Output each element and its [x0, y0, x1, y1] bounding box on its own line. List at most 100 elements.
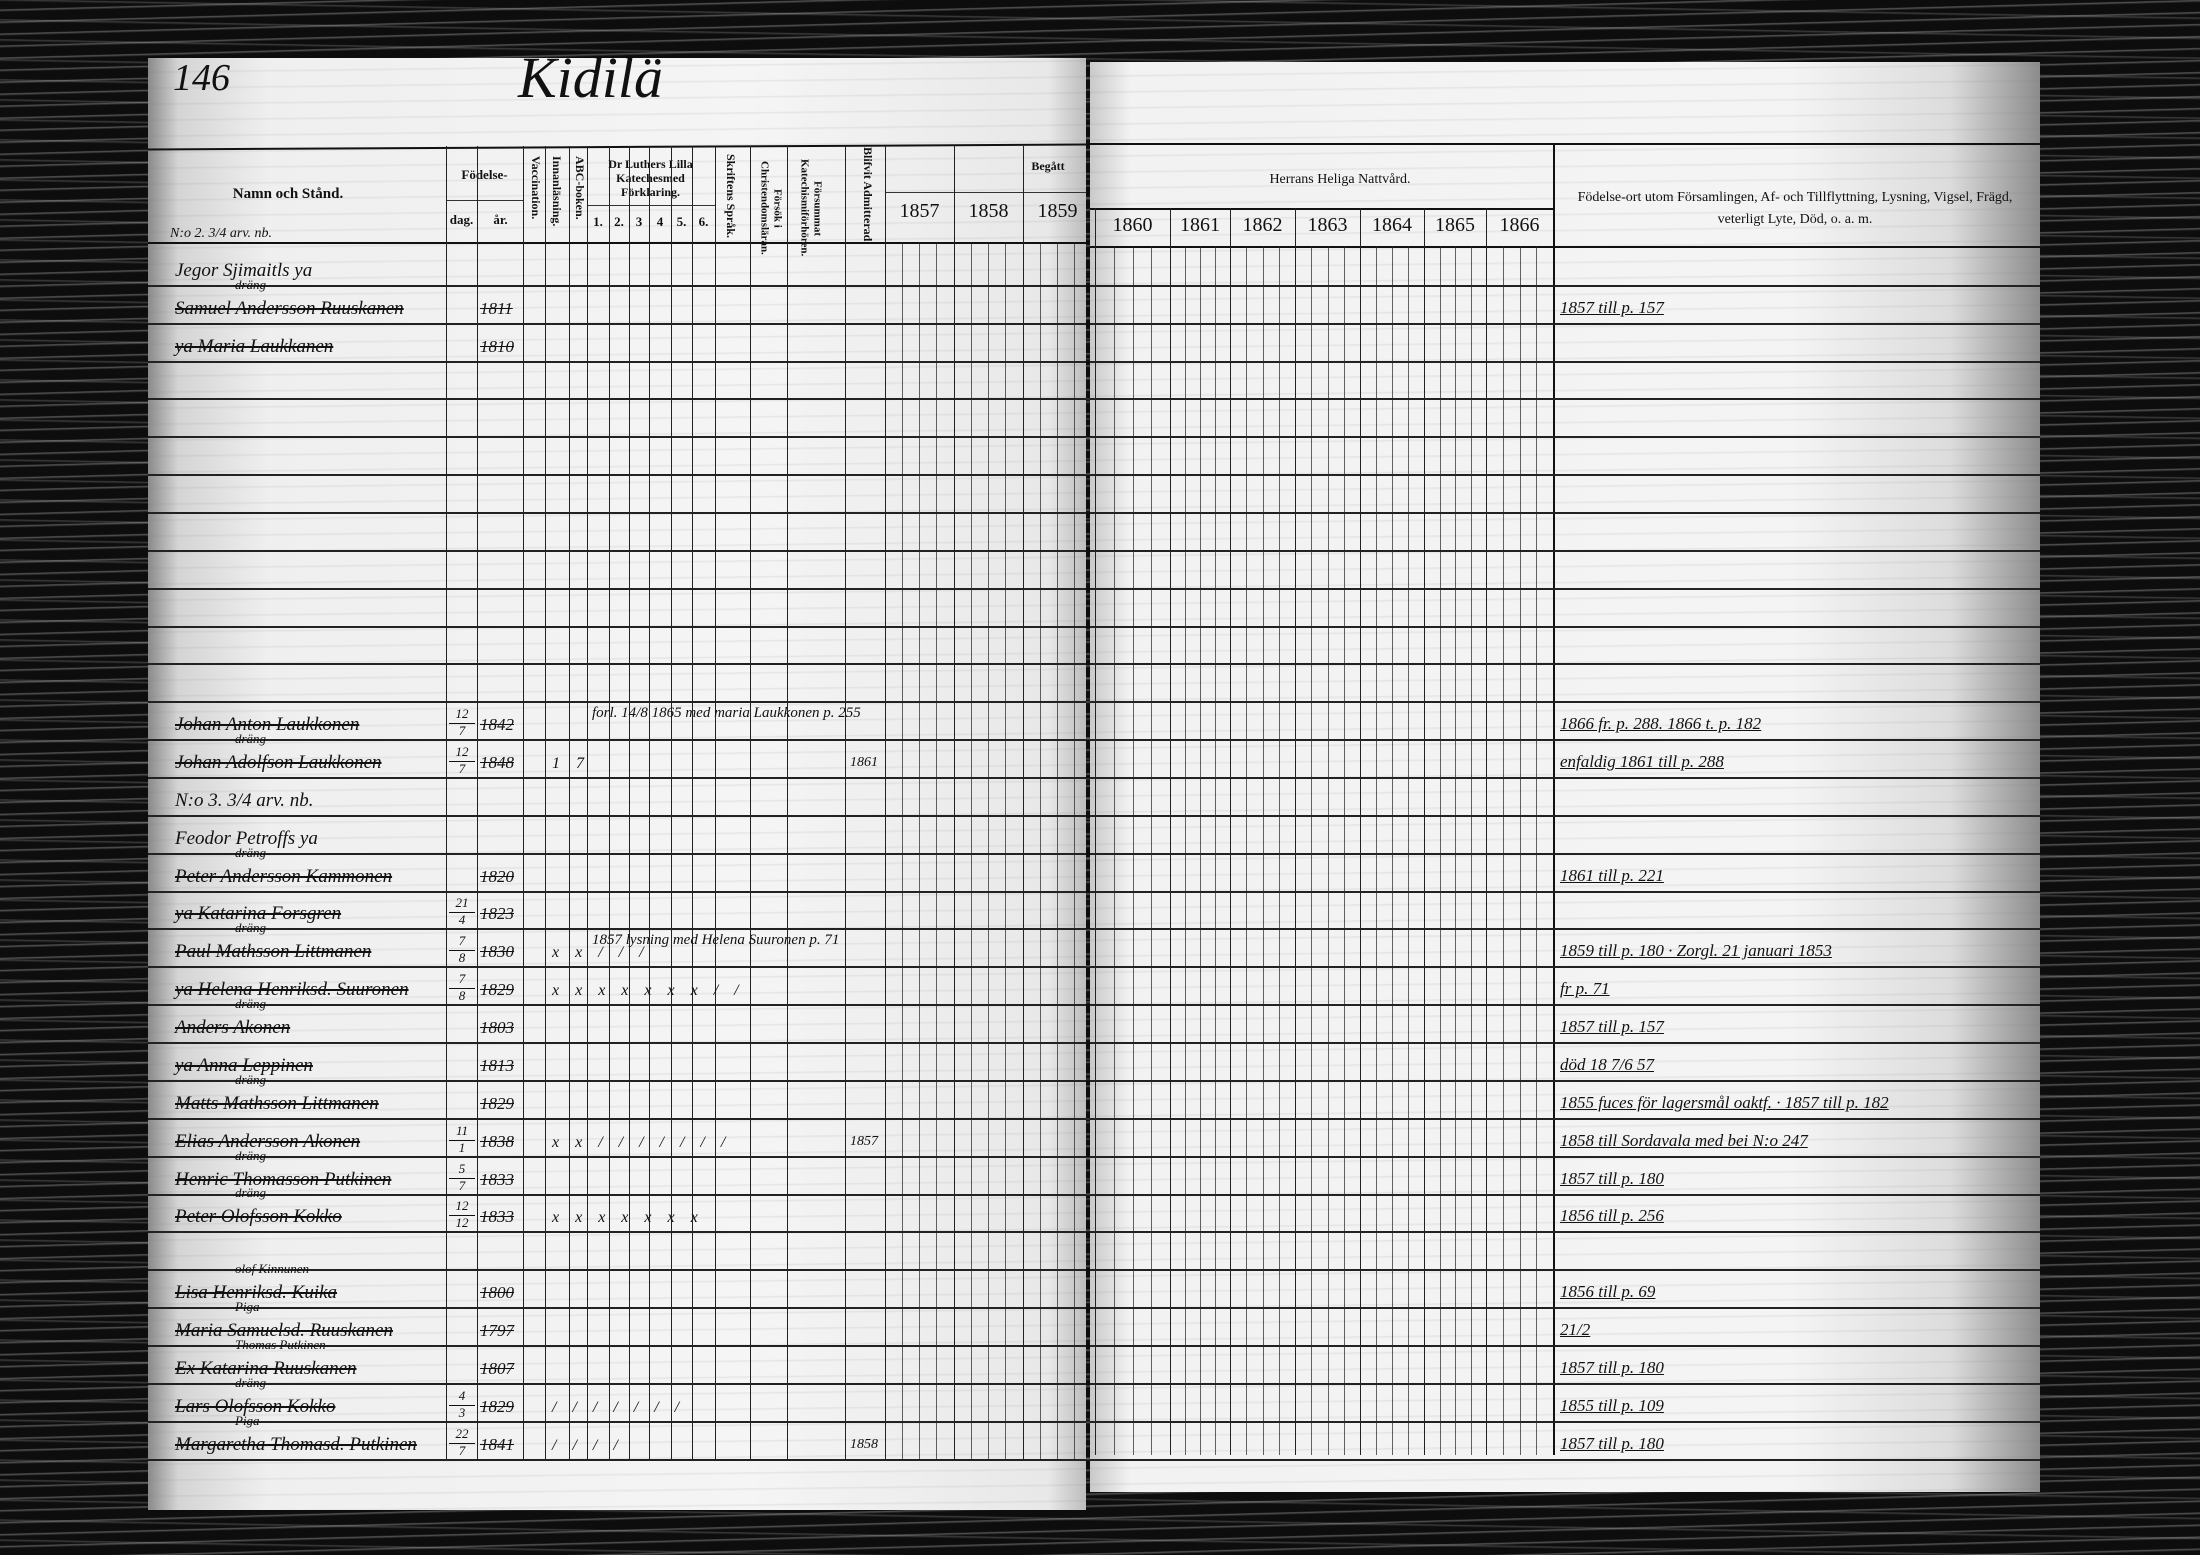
- years-sub-rule: [885, 192, 1086, 193]
- row-note: forl. 14/8 1865 med maria Laukkonen p. 2…: [592, 705, 861, 722]
- sub-column-rule: [1278, 246, 1280, 1455]
- row-rule: [148, 284, 1086, 287]
- catechism-marks: 1 7: [552, 755, 590, 773]
- row-rule: [1090, 474, 2040, 477]
- birth-year: 1803: [480, 1018, 514, 1038]
- birth-month: 3: [449, 1404, 475, 1419]
- column-rule: [715, 146, 716, 1460]
- row-rule: [1090, 1004, 2040, 1007]
- row-rule: [148, 928, 1086, 931]
- row-occupation-note: dräng: [235, 920, 267, 936]
- sub-column-rule: [1470, 246, 1472, 1455]
- column-rule: [845, 146, 846, 1460]
- row-rule: [1090, 1117, 2040, 1120]
- sub-column-rule: [1246, 246, 1248, 1455]
- column-rule: [787, 146, 788, 1460]
- row-rule: [148, 777, 1086, 780]
- remark: 1855 till p. 109: [1560, 1395, 1664, 1415]
- row-occupation-note: olof Kinnunen: [235, 1261, 310, 1277]
- sub-column-rule: [902, 242, 903, 1460]
- birth-sub-rule: [446, 200, 523, 201]
- remark: 1866 fr. p. 288. 1866 t. p. 182: [1560, 714, 1762, 734]
- column-rule: [1360, 208, 1361, 1455]
- row-rule: [1090, 549, 2040, 552]
- header-catechism: Dr Luthers Lilla Katechesmed Förklaring.: [608, 157, 693, 199]
- row-rule: [148, 1155, 1086, 1158]
- birth-day: 7: [458, 971, 466, 987]
- column-rule: [629, 146, 630, 1460]
- row-rule: [148, 1042, 1086, 1045]
- column-rule: [750, 146, 751, 1460]
- row-rule: [1090, 1193, 2040, 1196]
- row-note: 1857 lysning med Helena Suuronen p. 71: [592, 932, 840, 949]
- row-rule: [1090, 1155, 2040, 1158]
- birth-month: 1: [449, 1139, 475, 1154]
- person-name: Elias Andersson Akonen: [175, 1130, 361, 1152]
- row-occupation-note: Pigа: [235, 1298, 260, 1314]
- row-rule: [1090, 814, 2040, 817]
- birth-year: 1841: [480, 1434, 514, 1454]
- person-name: Lisa Henriksd. Kuika: [175, 1282, 338, 1304]
- remark: död 18 7/6 57: [1560, 1054, 1654, 1074]
- row-occupation-note: dräng: [235, 996, 267, 1012]
- header-remarks: Födelse-ort utom Församlingen, Af- och T…: [1577, 190, 2013, 228]
- column-rule: [523, 146, 524, 1460]
- row-occupation-note: dräng: [235, 844, 267, 860]
- sub-column-rule: [1040, 242, 1041, 1460]
- sub-column-rule: [971, 242, 972, 1460]
- right-page: Herrans Heliga Nattvård. Födelse-ort uto…: [1090, 62, 2040, 1492]
- header-birth: Födelse-: [461, 167, 508, 182]
- row-rule: [1090, 1231, 2040, 1234]
- birth-day: 22: [455, 1425, 469, 1441]
- row-rule: [1090, 1307, 2040, 1310]
- birth-year: 1820: [480, 866, 514, 886]
- year-header: 1862: [1242, 214, 1283, 236]
- column-rule: [649, 146, 650, 1460]
- header-christian-doctrine: Försök i Christendomsläran.: [758, 161, 784, 255]
- person-name: Lars Olofsson Kokko: [175, 1395, 336, 1417]
- column-rule: [1095, 208, 1096, 1455]
- column-rule: [587, 146, 588, 1460]
- row-rule: [148, 739, 1086, 742]
- person-name: Matts Mathsson Littmanen: [175, 1092, 379, 1114]
- catechism-marks: / / / / / / /: [552, 1398, 686, 1416]
- person-name: Samuel Andersson Ruuskanen: [175, 297, 404, 319]
- row-rule: [148, 474, 1086, 477]
- admitted-year: 1858: [850, 1436, 878, 1452]
- person-name: Paul Mathsson Littmanen: [175, 941, 372, 963]
- catechism-marks: x x x x x x x: [552, 1209, 704, 1227]
- row-rule: [148, 1382, 1086, 1385]
- column-rule: [609, 146, 610, 1460]
- remark: 1857 till p. 180: [1560, 1357, 1664, 1377]
- row-occupation-note: dräng: [235, 1071, 267, 1087]
- row-rule: [148, 663, 1086, 666]
- header-missed-catechism: Försummat Katechismiförhören.: [798, 159, 824, 257]
- row-rule: [1090, 739, 2040, 742]
- header-birth-year: år.: [493, 212, 508, 227]
- sub-column-rule: [1311, 246, 1313, 1455]
- row-rule: [148, 1004, 1086, 1007]
- person-name: ya Helena Henriksd. Suuronen: [175, 979, 409, 1001]
- person-name: Maria Samuelsd. Ruuskanen: [175, 1319, 393, 1341]
- birth-month: 7: [449, 1177, 475, 1192]
- sub-column-rule: [988, 242, 989, 1460]
- person-name: Peter Andersson Kammonen: [175, 865, 393, 887]
- header-bottom-rule: [1090, 246, 2040, 248]
- year-header: 1857: [899, 200, 940, 222]
- remark: 1855 fuces för lagersmål oaktf. · 1857 t…: [1560, 1092, 1889, 1112]
- catechism-marks: x x / / /: [552, 944, 650, 962]
- person-name: Henric Thomasson Putkinen: [175, 1168, 392, 1190]
- birth-year: 1829: [480, 1396, 514, 1416]
- catechism-part-3: 3: [635, 214, 643, 229]
- catechism-marks: / / / /: [552, 1436, 624, 1454]
- row-rule: [148, 852, 1086, 855]
- row-rule: [1090, 1344, 2040, 1347]
- row-rule: [1090, 625, 2040, 628]
- row-rule: [1090, 1269, 2040, 1272]
- birth-month: 8: [449, 988, 475, 1002]
- row-rule: [148, 436, 1086, 439]
- sub-column-rule: [1455, 246, 1456, 1455]
- remark: 1859 till p. 180 · Zorgl. 21 januari 185…: [1560, 941, 1832, 961]
- admitted-year: 1857: [850, 1133, 878, 1149]
- sub-column-rule: [1327, 246, 1329, 1455]
